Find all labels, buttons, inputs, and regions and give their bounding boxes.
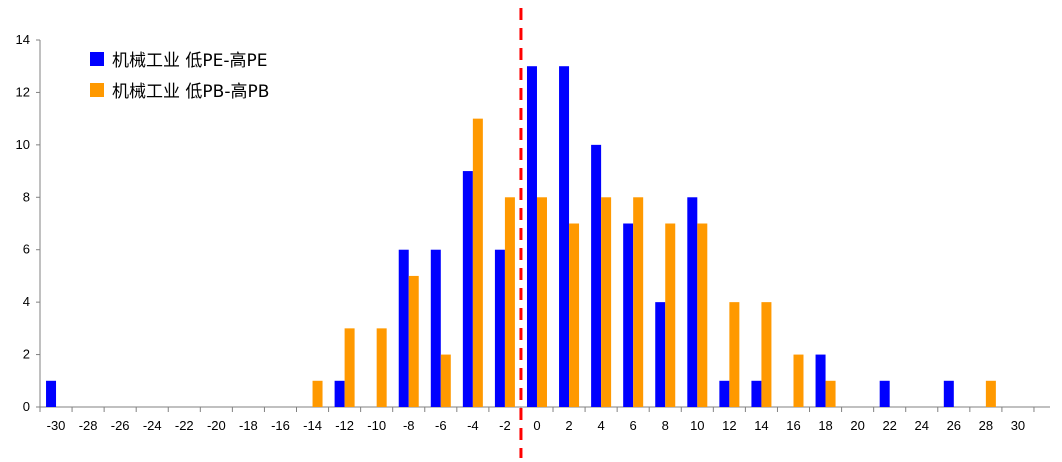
x-tick-label: -30	[47, 418, 66, 433]
bar-series-2	[761, 302, 772, 407]
y-tick-label: 4	[23, 294, 30, 309]
x-tick-label: 20	[850, 418, 864, 433]
bar-series-2	[665, 223, 676, 407]
bar-series-1	[494, 249, 505, 407]
x-tick-label: 28	[979, 418, 993, 433]
y-tick-label: 12	[16, 84, 30, 99]
x-tick-label: -20	[207, 418, 226, 433]
x-tick-label: 4	[597, 418, 604, 433]
y-tick-label: 2	[23, 347, 30, 362]
bar-series-1	[815, 354, 826, 407]
x-tick-label: 16	[786, 418, 800, 433]
bar-series-2	[344, 328, 355, 407]
bar-series-1	[46, 380, 57, 407]
x-axis: -30 -28 -26 -24 -22 -20 -18 -16 -14 -12 -10 -8 -6 -4-…	[39, 406, 1050, 433]
x-tick-label: 24	[915, 418, 929, 433]
x-tick-label: -24	[143, 418, 162, 433]
x-tick-label: -14	[303, 418, 322, 433]
x-tick-label: 0	[533, 418, 540, 433]
bar-series-2	[697, 223, 708, 407]
bar-series-2	[569, 223, 580, 407]
x-tick-label: 30	[1011, 418, 1025, 433]
x-tick-label: 12	[722, 418, 736, 433]
y-tick-label: 6	[23, 242, 30, 257]
x-tick-label: 10	[690, 418, 704, 433]
bar-series-2	[633, 197, 644, 407]
bar-series-2	[601, 197, 612, 407]
x-tick-label: -22	[175, 418, 194, 433]
x-tick-label: 22	[882, 418, 896, 433]
legend: 机械工业 低PE-高PE 机械工业 低PB-高PB	[90, 51, 269, 102]
bar-series-2	[729, 302, 740, 407]
x-tick-label: 8	[662, 418, 669, 433]
x-tick-label: 26	[947, 418, 961, 433]
x-tick-label: -4	[467, 418, 479, 433]
bar-series-1	[655, 302, 666, 407]
x-tick-label: -16	[271, 418, 290, 433]
bar-series-2	[472, 118, 483, 408]
bar-series-1	[719, 380, 730, 407]
bar-series-1	[623, 223, 634, 407]
x-tick-label: -10	[367, 418, 386, 433]
x-tick-label: 6	[630, 418, 637, 433]
bar-series-1	[943, 380, 954, 407]
y-tick-label: 14	[16, 32, 30, 47]
x-tick-label: -8	[403, 418, 415, 433]
y-tick-label: 10	[16, 137, 30, 152]
bar-series-1	[430, 249, 441, 407]
bar-series-1	[879, 380, 890, 407]
legend-swatch-series-1	[90, 52, 104, 66]
bar-series-1	[591, 144, 602, 407]
bar-series-2	[536, 197, 547, 407]
legend-swatch-series-2	[90, 83, 104, 97]
x-tick-label: -28	[79, 418, 98, 433]
y-tick-label: 8	[23, 189, 30, 204]
bar-series-1	[462, 171, 473, 407]
legend-label-series-1: 机械工业 低PE-高PE	[112, 51, 268, 71]
bar-series-2	[408, 275, 419, 407]
x-tick-label: -12	[335, 418, 354, 433]
bar-series-1	[526, 66, 537, 407]
bar-series-2	[504, 197, 515, 407]
bar-series-1	[398, 249, 409, 407]
bar-series-1	[687, 197, 698, 407]
bar-series-2	[985, 380, 996, 407]
bars	[46, 66, 996, 408]
x-tick-label: 2	[565, 418, 572, 433]
x-tick-label: 18	[818, 418, 832, 433]
bar-series-1	[334, 380, 345, 407]
bar-series-2	[376, 328, 387, 407]
x-tick-label: -18	[239, 418, 258, 433]
y-tick-label: 0	[23, 399, 30, 414]
x-tick-label: -2	[499, 418, 511, 433]
bar-series-2	[312, 380, 323, 407]
bar-series-2	[825, 380, 836, 407]
bar-series-1	[559, 66, 570, 407]
bar-series-2	[440, 354, 451, 407]
x-tick-label: 14	[754, 418, 768, 433]
bar-series-2	[793, 354, 804, 407]
x-tick-label: -26	[111, 418, 130, 433]
bar-series-1	[751, 380, 762, 407]
legend-label-series-2: 机械工业 低PB-高PB	[112, 82, 269, 102]
y-axis: 0 2 4 6 8 10 12 14	[16, 32, 41, 414]
x-tick-label: -6	[435, 418, 447, 433]
